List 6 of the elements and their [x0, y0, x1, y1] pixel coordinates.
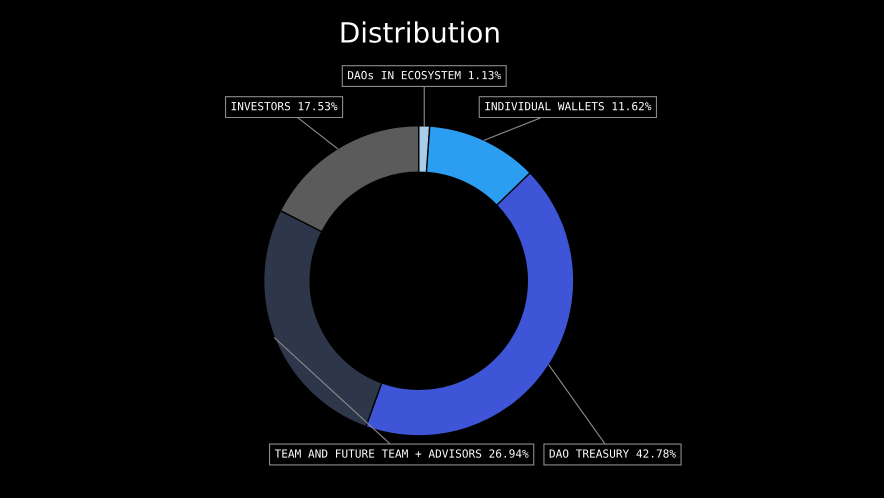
chart-title: Distribution	[342, 21, 499, 43]
slice-label: INDIVIDUAL WALLETS 11.62%	[485, 102, 652, 110]
slice-label: INVESTORS 17.53%	[232, 102, 338, 110]
slice-label: DAO TREASURY 42.78%	[550, 449, 676, 458]
slice-label: TEAM AND FUTURE TEAM + ADVISORS 26.94%	[274, 449, 529, 458]
slice-label: DAOs IN ECOSYSTEM 1.13%	[348, 70, 501, 80]
